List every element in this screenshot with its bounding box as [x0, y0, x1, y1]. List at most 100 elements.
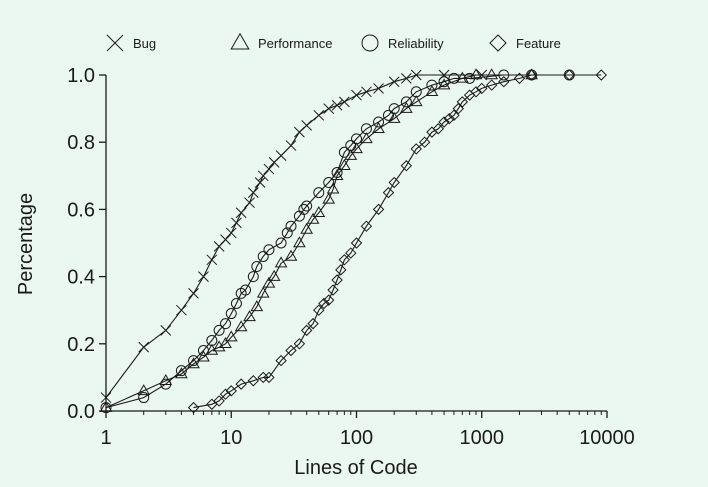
- performance-point: [300, 222, 314, 234]
- legend-label-reliability: Reliability: [388, 36, 444, 51]
- reliability-point: [100, 402, 112, 414]
- bug-point: [198, 271, 209, 282]
- performance-point: [469, 68, 483, 80]
- feature-point: [372, 203, 385, 216]
- y-tick-label: 0.2: [67, 334, 95, 356]
- reliability-point: [301, 200, 313, 212]
- reliability-point: [240, 284, 252, 296]
- performance-point: [425, 85, 439, 97]
- reliability-point: [197, 345, 209, 357]
- feature-point: [563, 69, 576, 81]
- y-tick-label: 0.6: [67, 199, 95, 221]
- x-tick-label: 10000: [579, 427, 635, 449]
- bug-point: [254, 177, 266, 188]
- reliability-point: [251, 261, 263, 273]
- performance-point: [137, 384, 151, 396]
- performance-point: [525, 68, 538, 80]
- performance-point: [212, 340, 226, 352]
- performance-point: [337, 158, 351, 170]
- feature-point: [476, 82, 488, 95]
- x-axis-label: Lines of Code: [294, 457, 417, 479]
- feature-point: [323, 294, 335, 306]
- reliability-point: [225, 308, 237, 320]
- performance-point: [387, 111, 401, 123]
- reliability-point: [426, 79, 438, 91]
- feature-line: [193, 74, 602, 409]
- performance-point: [197, 350, 210, 362]
- bug-line: [105, 74, 482, 398]
- bug-point: [160, 325, 172, 336]
- bug-point: [301, 120, 313, 131]
- performance-point: [312, 206, 326, 218]
- bug-point: [176, 304, 187, 316]
- reliability-point: [331, 166, 343, 178]
- reliability-point: [257, 250, 269, 262]
- reliability-point: [323, 177, 335, 189]
- feature-point: [513, 72, 526, 85]
- bug-point: [373, 83, 384, 94]
- feature-point: [525, 69, 538, 81]
- reliability-point: [464, 72, 476, 84]
- feature-point: [285, 344, 297, 357]
- x-tick-label: 100: [340, 427, 373, 449]
- performance-point: [409, 95, 423, 107]
- reliability-point: [275, 237, 287, 249]
- y-axis-label: Percentage: [15, 193, 37, 295]
- feature-point: [213, 395, 225, 407]
- bug-point: [244, 197, 255, 209]
- feature-point: [331, 274, 343, 286]
- legend-item-feature: Feature: [489, 34, 561, 52]
- legend-label-feature: Feature: [516, 36, 561, 51]
- bug-point: [247, 187, 259, 198]
- x-tick-label: 1: [100, 427, 111, 449]
- feature-point: [432, 123, 445, 135]
- bug-point: [388, 76, 400, 88]
- feature-point: [300, 324, 313, 337]
- performance-point: [344, 148, 358, 160]
- bug-point: [275, 150, 287, 161]
- feature-point: [235, 378, 247, 390]
- legend-label-bug: Bug: [133, 36, 156, 51]
- performance-point: [293, 236, 306, 248]
- feature-point: [485, 79, 498, 91]
- reliability-point: [382, 109, 394, 121]
- performance-series: [99, 68, 538, 412]
- y-tick-label: 0.0: [67, 401, 95, 423]
- legend-label-performance: Performance: [258, 36, 332, 51]
- bug-point: [257, 170, 269, 182]
- feature-point: [452, 102, 465, 115]
- performance-point: [350, 142, 363, 154]
- performance-point: [219, 337, 232, 349]
- bug-point: [285, 140, 297, 151]
- bug-point: [188, 288, 199, 299]
- performance-point: [399, 101, 413, 113]
- y-tick-label: 0.4: [67, 267, 95, 289]
- performance-point: [262, 276, 276, 288]
- reliability-point: [138, 392, 150, 404]
- legend: Bug Performance Reliability Feature: [106, 32, 561, 52]
- reliability-point: [213, 324, 225, 336]
- feature-point: [470, 86, 482, 98]
- axes: 1 10 100 1000 10000 0.0 0.2 0.4 0.6 0.8 1.0: [67, 65, 635, 449]
- feature-point: [219, 388, 232, 400]
- reliability-point: [338, 146, 350, 158]
- performance-point: [267, 269, 281, 281]
- performance-point: [256, 286, 270, 298]
- reliability-point: [230, 297, 242, 309]
- reliability-point: [206, 334, 218, 346]
- reliability-point: [438, 76, 450, 88]
- feature-point: [307, 317, 319, 330]
- feature-point: [418, 136, 431, 148]
- legend-marker-feature: [489, 34, 507, 52]
- reliability-point: [263, 244, 275, 256]
- performance-point: [372, 122, 385, 134]
- performance-point: [250, 300, 264, 312]
- reliability-point: [360, 123, 372, 135]
- performance-point: [284, 249, 298, 261]
- bug-point: [361, 86, 372, 98]
- reliability-point: [448, 72, 460, 84]
- reliability-point: [281, 227, 293, 239]
- bug-point: [138, 341, 150, 353]
- feature-point: [293, 338, 306, 350]
- performance-point: [243, 310, 256, 322]
